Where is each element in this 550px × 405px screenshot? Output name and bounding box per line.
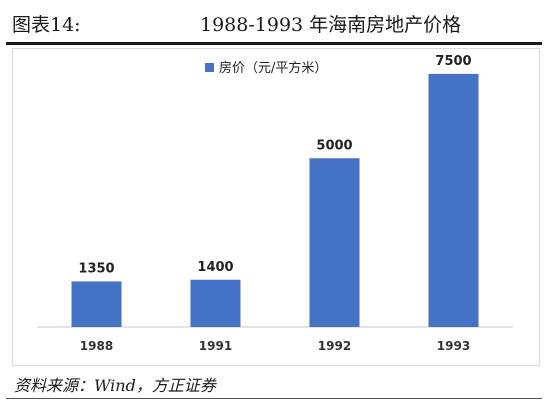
source-note: 资料来源：Wind，方正证券 bbox=[14, 376, 216, 395]
data-label-1988: 1350 bbox=[78, 261, 114, 276]
bars-group bbox=[71, 73, 479, 327]
chart-title: 1988-1993 年海南房地产价格 bbox=[200, 14, 462, 36]
data-label-1992: 5000 bbox=[316, 138, 352, 153]
data-label-1991: 1400 bbox=[197, 260, 233, 275]
title-rule bbox=[6, 42, 542, 45]
figure-header: 图表14: 1988-1993 年海南房地产价格 bbox=[0, 0, 550, 44]
legend-swatch bbox=[205, 63, 214, 72]
bar-1992 bbox=[309, 158, 360, 327]
x-tick-labels-group: 1988 1991 1992 1993 bbox=[80, 339, 470, 353]
bar-1993 bbox=[428, 73, 479, 327]
bar-1988 bbox=[71, 281, 122, 327]
x-tick-1992: 1992 bbox=[318, 339, 351, 353]
x-tick-1988: 1988 bbox=[80, 339, 113, 353]
data-labels-group: 1350 1400 5000 7500 bbox=[78, 54, 471, 277]
legend-label: 房价（元/平方米） bbox=[219, 60, 327, 76]
source-rule bbox=[6, 398, 542, 399]
bar-1991 bbox=[190, 279, 241, 327]
chart-area: 房价（元/平方米） 1350 1400 5000 7500 1988 1991 1992 1… bbox=[12, 48, 540, 366]
x-tick-1993: 1993 bbox=[437, 339, 470, 353]
legend: 房价（元/平方米） bbox=[205, 60, 327, 76]
figure-label: 图表14: bbox=[12, 14, 81, 36]
data-label-1993: 7500 bbox=[435, 54, 471, 69]
x-tick-1991: 1991 bbox=[199, 339, 232, 353]
